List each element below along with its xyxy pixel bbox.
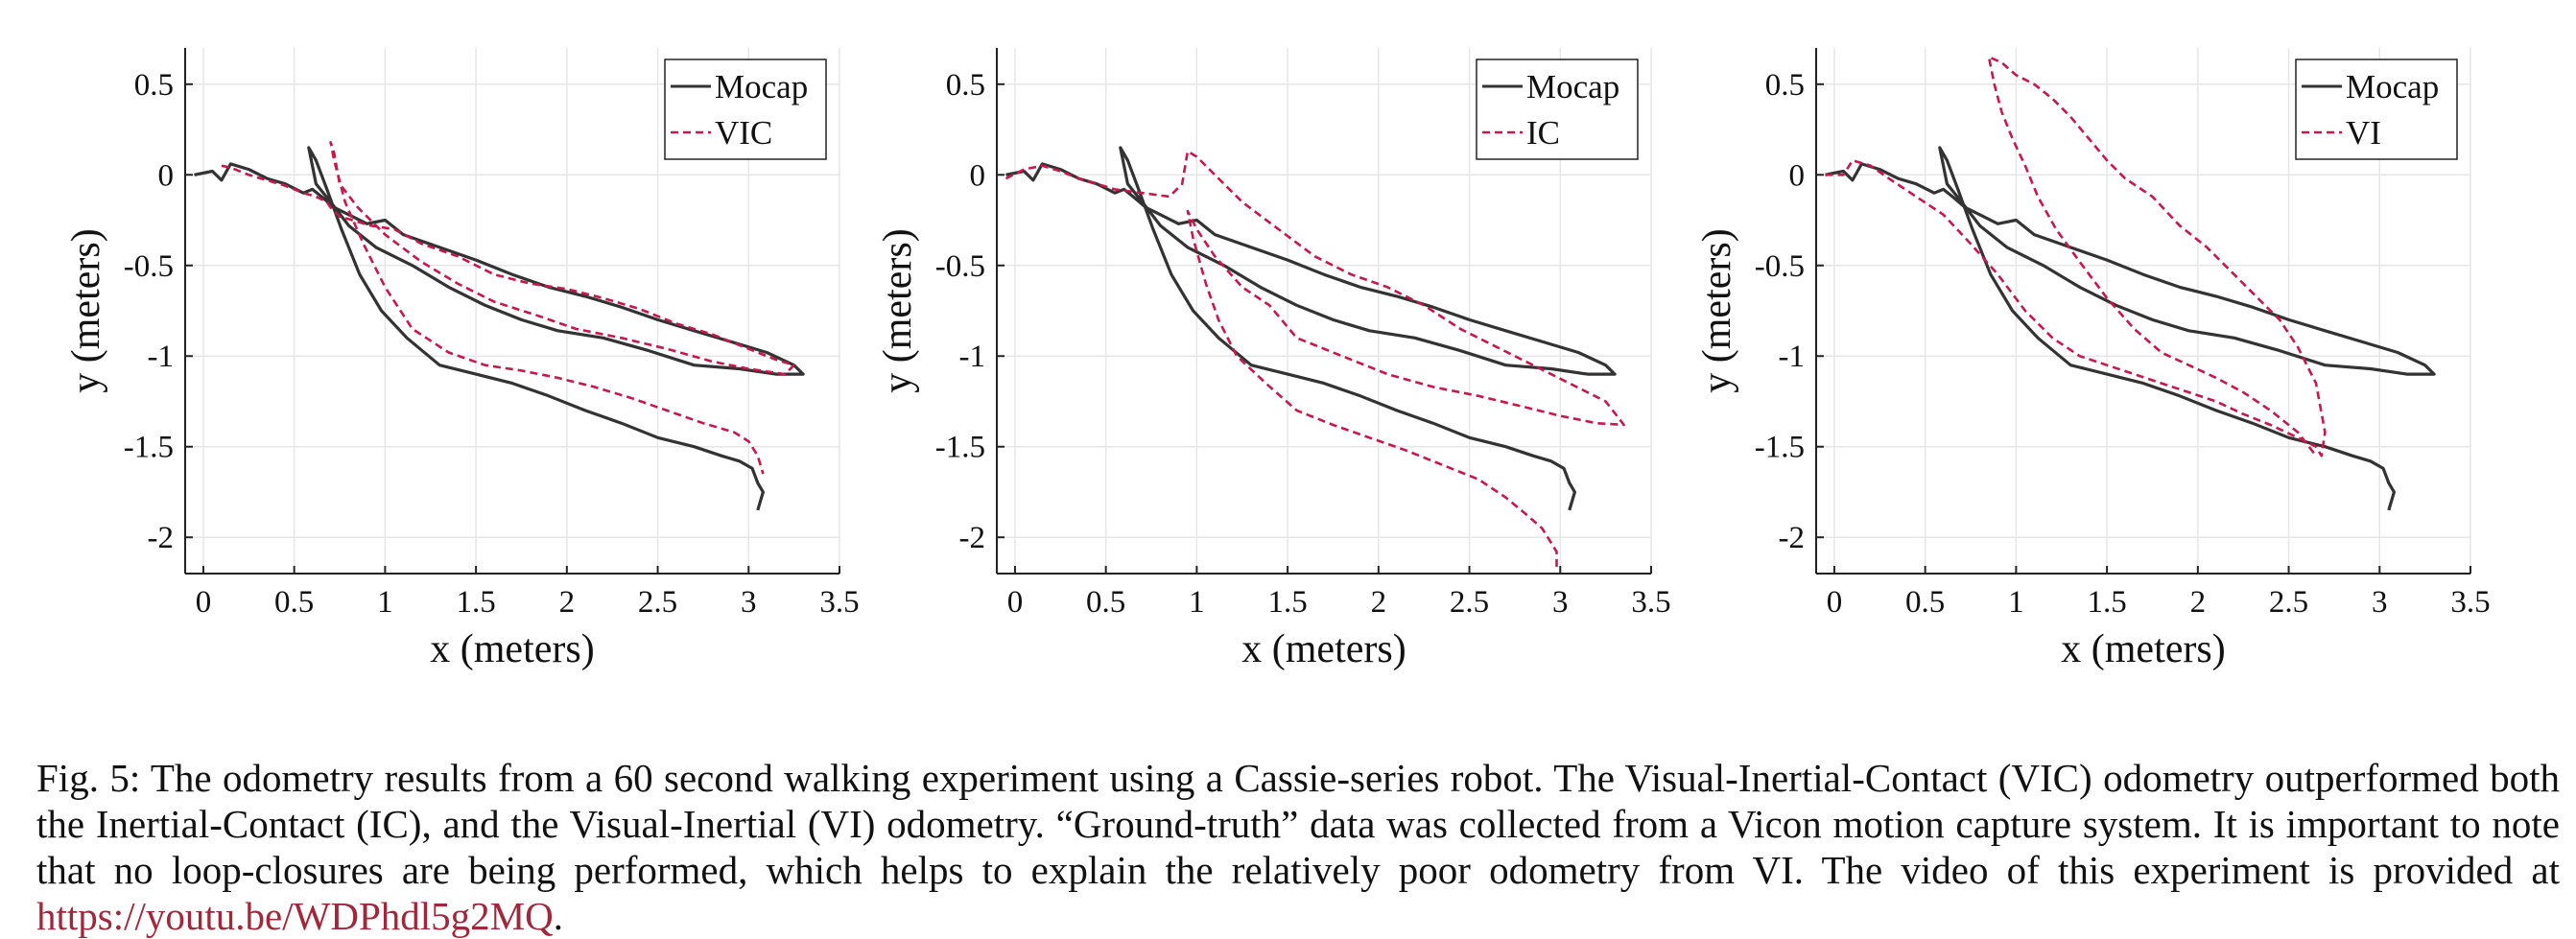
legend-label-mocap: Mocap — [1526, 68, 1619, 106]
legend-box — [664, 59, 827, 160]
series-line-ic — [1004, 150, 1625, 571]
x-tick-label-1-5: 1.5 — [2087, 585, 2126, 620]
odometry-plot-ic: 0 0.5 1 1.5 2 2.5 3 3.5 0.5 0 -0.5 -1 -1.5 -2 x (meter… — [850, 0, 1694, 691]
x-tick-label-0-5: 0.5 — [1905, 585, 1945, 620]
x-tick-label-3: 3 — [1552, 585, 1569, 620]
caption-prefix: Fig. 5: — [36, 756, 151, 800]
x-axis-label: x (meters) — [430, 627, 594, 671]
x-tick-label-1: 1 — [377, 585, 393, 620]
series-line-vic — [221, 141, 795, 475]
gridlines — [185, 48, 840, 574]
plot-svg-ic: 0 0.5 1 1.5 2 2.5 3 3.5 0.5 0 -0.5 -1 -1.5 -2 x (meter… — [876, 48, 1671, 671]
x-tick-label-2: 2 — [1371, 585, 1387, 620]
y-tick-label-0: 0 — [1789, 158, 1806, 193]
x-tick-label-3-5: 3.5 — [2450, 585, 2490, 620]
x-tick-label-0-5: 0.5 — [274, 585, 314, 620]
series-line-vi — [1825, 56, 2327, 458]
legend-label-mocap: Mocap — [2346, 68, 2439, 106]
y-tick-label-1: -1 — [959, 340, 986, 374]
plot-svg-vi: 0 0.5 1 1.5 2 2.5 3 3.5 0.5 0 -0.5 -1 -1.5 -2 x (meter… — [1695, 48, 2491, 671]
odometry-plot-vi: 0 0.5 1 1.5 2 2.5 3 3.5 0.5 0 -0.5 -1 -1.5 -2 x (meter… — [1669, 0, 2514, 691]
figure-row: 0 0.5 1 1.5 2 2.5 3 3.5 0.5 0 -0.5 -1 -1.5 -2 x (meter… — [38, 0, 2514, 691]
y-tick-label-0-5: 0.5 — [1765, 68, 1805, 103]
y-tick-label-0-5: -0.5 — [935, 249, 985, 284]
x-tick-label-0: 0 — [1827, 585, 1843, 620]
x-axis-label: x (meters) — [1241, 627, 1406, 671]
legend-label-mocap: Mocap — [715, 68, 808, 106]
x-tick-label-1-5: 1.5 — [1267, 585, 1307, 620]
legend: Mocap VIC — [664, 59, 827, 160]
y-tick-label-0: 0 — [158, 158, 175, 193]
x-tick-label-3: 3 — [2372, 585, 2388, 620]
legend: Mocap IC — [1476, 59, 1639, 160]
y-tick-label-1-5: -1.5 — [935, 431, 985, 465]
x-tick-label-3-5: 3.5 — [1631, 585, 1670, 620]
legend: Mocap VI — [2295, 59, 2458, 160]
gridlines — [997, 48, 1652, 574]
y-tick-label-0-5: 0.5 — [946, 68, 985, 103]
x-tick-label-2: 2 — [559, 585, 576, 620]
y-tick-label-1: -1 — [148, 340, 175, 374]
y-tick-label-2: -2 — [148, 521, 175, 555]
y-tick-label-1-5: -1.5 — [1755, 431, 1805, 465]
video-link[interactable]: https://youtu.be/WDPhdl5g2MQ — [36, 894, 554, 938]
y-tick-label-0: 0 — [970, 158, 986, 193]
caption-text: The odometry results from a 60 second wa… — [36, 756, 2560, 892]
legend-label-ic: IC — [1526, 114, 1560, 152]
y-tick-label-1: -1 — [1779, 340, 1806, 374]
odometry-plot-vic: 0 0.5 1 1.5 2 2.5 3 3.5 0.5 0 -0.5 -1 -1.5 -2 x (meter… — [38, 0, 883, 691]
y-tick-label-0-5: 0.5 — [134, 68, 174, 103]
y-tick-label-2: -2 — [959, 521, 986, 555]
x-tick-label-1-5: 1.5 — [456, 585, 495, 620]
y-tick-label-0-5: -0.5 — [124, 249, 174, 284]
x-tick-label-1: 1 — [1189, 585, 1205, 620]
x-tick-label-2-5: 2.5 — [1450, 585, 1489, 620]
y-axis-label: y (meters) — [64, 228, 108, 392]
x-tick-label-2-5: 2.5 — [2269, 585, 2308, 620]
x-tick-label-0-5: 0.5 — [1086, 585, 1125, 620]
x-tick-label-0: 0 — [196, 585, 212, 620]
y-tick-label-2: -2 — [1779, 521, 1806, 555]
plot-svg-vic: 0 0.5 1 1.5 2 2.5 3 3.5 0.5 0 -0.5 -1 -1.5 -2 x (meter… — [64, 48, 860, 671]
x-tick-label-2: 2 — [2190, 585, 2207, 620]
x-tick-label-0: 0 — [1007, 585, 1024, 620]
legend-box — [1476, 59, 1639, 160]
series-line-mocap — [1825, 146, 2436, 511]
y-tick-label-1-5: -1.5 — [124, 431, 174, 465]
legend-label-vic: VIC — [715, 114, 772, 152]
y-tick-label-0-5: -0.5 — [1755, 249, 1805, 284]
x-tick-label-3-5: 3.5 — [819, 585, 859, 620]
series-line-mocap — [194, 146, 805, 511]
y-axis-label: y (meters) — [1695, 228, 1739, 392]
x-tick-label-2-5: 2.5 — [638, 585, 677, 620]
figure-caption: Fig. 5: The odometry results from a 60 s… — [36, 755, 2560, 939]
legend-box — [2295, 59, 2458, 160]
caption-suffix: . — [553, 894, 563, 938]
series-line-mocap — [1005, 146, 1617, 511]
x-tick-label-3: 3 — [741, 585, 757, 620]
x-tick-label-1: 1 — [2008, 585, 2024, 620]
x-axis-label: x (meters) — [2061, 627, 2225, 671]
legend-label-vi: VI — [2346, 114, 2381, 152]
y-axis-label: y (meters) — [876, 228, 920, 392]
